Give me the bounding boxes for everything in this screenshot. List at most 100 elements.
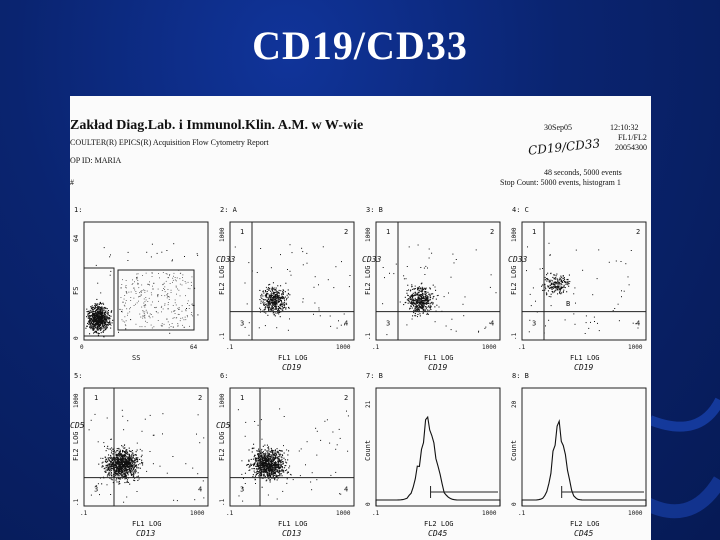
panel-id: 2: A bbox=[220, 206, 238, 214]
quadrant-label: 3 bbox=[94, 486, 98, 494]
x-max-tick: 1000 bbox=[336, 510, 351, 517]
quadrant-label: 4 bbox=[344, 486, 348, 494]
plot-frame bbox=[521, 387, 647, 507]
handwritten-annotation: CD19 bbox=[574, 363, 593, 372]
quadrant-label: 2 bbox=[198, 394, 202, 402]
quadrant-label: 1 bbox=[532, 228, 536, 236]
plot-frame bbox=[375, 221, 501, 341]
x-max-tick: 1000 bbox=[482, 344, 497, 351]
x-max-tick: 1000 bbox=[190, 510, 205, 517]
quadrant-label: 1 bbox=[94, 394, 98, 402]
x-min-tick: .1 bbox=[226, 510, 234, 517]
x-axis-label: FL1 LOG bbox=[278, 354, 308, 362]
handwritten-annotation: CD5 bbox=[216, 421, 231, 430]
protocol-label: FL1/FL2 bbox=[618, 133, 647, 142]
quadrant-label: 1 bbox=[240, 228, 244, 236]
gate-b bbox=[117, 269, 195, 331]
plot-panel: 5: FL1 LOG FL2 LOG .1 1000 .1 1000 CD13 CD5 1 2 3 4 bbox=[70, 372, 209, 538]
x-max-tick: 1000 bbox=[336, 344, 351, 351]
panel-id: 7: B bbox=[366, 372, 383, 380]
quadrant-label: 4 bbox=[636, 320, 640, 328]
x-axis-label: FL2 LOG bbox=[424, 520, 454, 528]
y-axis-label: Count bbox=[364, 440, 372, 461]
y-axis-label: Count bbox=[510, 440, 518, 461]
gate-label: A bbox=[108, 321, 112, 328]
quadrant-label: 2 bbox=[344, 394, 348, 402]
quadrant-label: 3 bbox=[386, 320, 390, 328]
plot-panel: 6: FL1 LOG FL2 LOG .1 1000 .1 1000 CD13 CD5 1 2 3 4 bbox=[216, 372, 355, 538]
plot-panel: 8: B FL2 LOG Count .1 1000 0 20 CD45 bbox=[510, 372, 647, 538]
panel-id: 5: bbox=[74, 372, 82, 380]
handwritten-annotation: CD19 bbox=[282, 363, 301, 372]
quadrant-label: 3 bbox=[532, 320, 536, 328]
report-time: 12:10:32 bbox=[610, 123, 639, 132]
x-axis-label: FL1 LOG bbox=[570, 354, 600, 362]
plot-panel: 1: SS FS 0 64 0 64 A bbox=[72, 206, 209, 362]
scatter-points bbox=[382, 244, 497, 336]
plot-panel: 2: A FL1 LOG FL2 LOG .1 1000 .1 1000 CD19 CD33 1 2… bbox=[216, 206, 355, 372]
flow-cytometry-report: Zakład Diag.Lab. i Immunol.Klin. A.M. w … bbox=[70, 96, 651, 540]
x-max-tick: 64 bbox=[190, 344, 198, 351]
handwritten-annotation: CD5 bbox=[70, 421, 85, 430]
x-min-tick: .1 bbox=[80, 510, 88, 517]
plot-frame bbox=[375, 387, 501, 507]
y-max-tick: 1000 bbox=[511, 227, 518, 242]
system-line: COULTER(R) EPICS(R) Acquisition Flow Cyt… bbox=[70, 138, 269, 147]
x-min-tick: .1 bbox=[226, 344, 234, 351]
y-min-tick: 0 bbox=[365, 502, 372, 506]
x-min-tick: .1 bbox=[372, 344, 380, 351]
panel-id: 1: bbox=[74, 206, 82, 214]
y-min-tick: .1 bbox=[219, 498, 226, 506]
x-axis-label: SS bbox=[132, 354, 140, 362]
plot-frame bbox=[229, 387, 355, 507]
report-date: 30Sep05 bbox=[544, 123, 572, 132]
x-max-tick: 1000 bbox=[482, 510, 497, 517]
y-axis-label: FL2 LOG bbox=[218, 431, 226, 461]
gate-a bbox=[83, 267, 115, 337]
x-axis-label: FL2 LOG bbox=[570, 520, 600, 528]
y-min-tick: .1 bbox=[219, 332, 226, 340]
acquisition-stats: 48 seconds, 5000 events bbox=[544, 168, 622, 177]
y-min-tick: .1 bbox=[511, 332, 518, 340]
y-max-tick: 20 bbox=[511, 400, 518, 408]
slide-title: CD19/CD33 bbox=[252, 23, 468, 68]
scatter-points bbox=[237, 408, 349, 502]
quadrant-label: 3 bbox=[240, 486, 244, 494]
panel-id: 4: C bbox=[512, 206, 529, 214]
quadrant-label: 2 bbox=[490, 228, 494, 236]
quadrant-label: 3 bbox=[240, 320, 244, 328]
stop-count: Stop Count: 5000 events, histogram 1 bbox=[500, 178, 621, 187]
quadrant-label: 4 bbox=[344, 320, 348, 328]
x-axis-label: FL1 LOG bbox=[278, 520, 308, 528]
scatter-points bbox=[234, 244, 351, 336]
panel-id: 8: B bbox=[512, 372, 529, 380]
lab-name: Zakład Diag.Lab. i Immunol.Klin. A.M. w … bbox=[70, 118, 364, 133]
quadrant-label: 2 bbox=[344, 228, 348, 236]
y-axis-label: FL2 LOG bbox=[72, 431, 80, 461]
file-number: 20054300 bbox=[615, 143, 647, 152]
y-min-tick: 0 bbox=[511, 502, 518, 506]
plots-area: 1: SS FS 0 64 0 64 A 2: A FL1 LOG FL2 LOG .1 1000 .1 1… bbox=[70, 206, 647, 538]
y-axis-label: FL2 LOG bbox=[510, 265, 518, 295]
scatter-points bbox=[85, 243, 199, 338]
y-axis-label: FL2 LOG bbox=[218, 265, 226, 295]
gate-b-events bbox=[120, 272, 193, 329]
y-max-tick: 1000 bbox=[219, 227, 226, 242]
handwritten-annotation: CD13 bbox=[282, 529, 301, 538]
y-min-tick: .1 bbox=[73, 498, 80, 506]
scatter-points bbox=[88, 409, 205, 503]
quadrant-label: 2 bbox=[636, 228, 640, 236]
handwritten-annotation: CD19 bbox=[428, 363, 447, 372]
y-axis-label: FS bbox=[72, 287, 80, 295]
y-axis-label: FL2 LOG bbox=[364, 265, 372, 295]
x-max-tick: 1000 bbox=[628, 344, 643, 351]
panel-id: 6: bbox=[220, 372, 228, 380]
x-min-tick: 0 bbox=[80, 344, 84, 351]
scatter-points bbox=[526, 242, 639, 334]
handwritten-annotation: CD33 bbox=[362, 255, 381, 264]
quadrant-label: 1 bbox=[240, 394, 244, 402]
y-max-tick: 1000 bbox=[73, 393, 80, 408]
handwritten-annotation: CD33 bbox=[216, 255, 235, 264]
handwritten-annotation: CD45 bbox=[428, 529, 447, 538]
quadrant-label: 1 bbox=[386, 228, 390, 236]
